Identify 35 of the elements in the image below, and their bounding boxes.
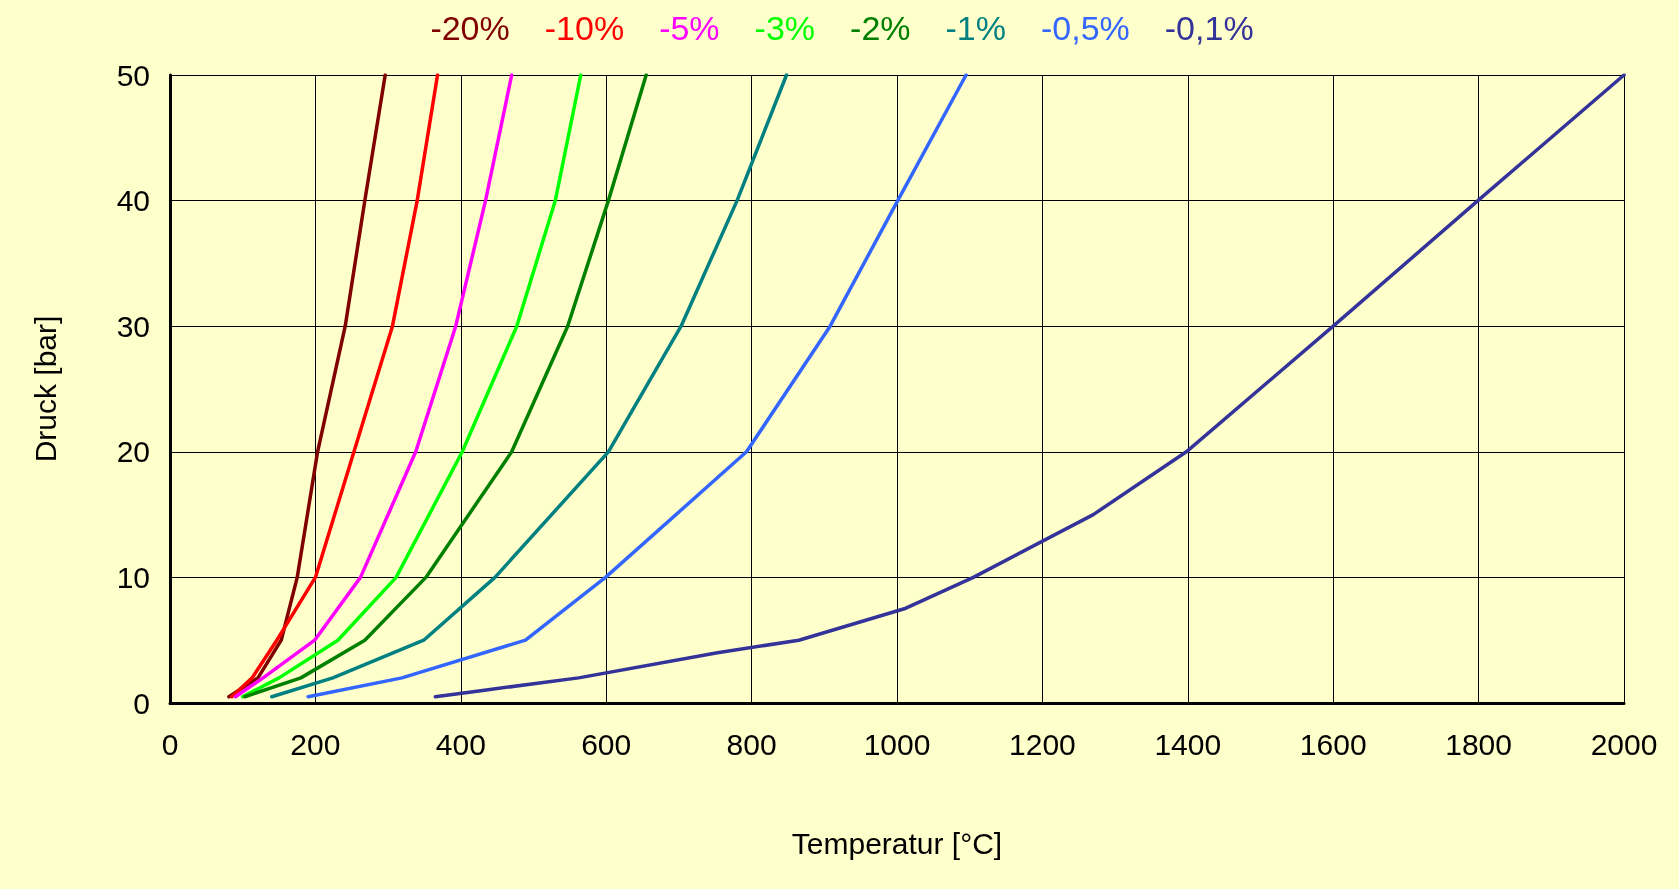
line-series [233,73,514,699]
line-series [306,73,968,699]
y-tick-label: 50 [116,58,150,92]
line-series [433,73,1626,699]
x-tick-label: 600 [581,727,632,761]
x-tick-label: 400 [435,727,486,761]
line-series [227,73,387,699]
x-tick-label: 1000 [863,727,931,761]
x-tick-label: 2000 [1590,727,1658,761]
y-tick-label: 40 [116,184,150,218]
series-label: -20% [430,9,510,47]
text: -3% [754,9,816,47]
y-tick-label: 30 [116,309,150,343]
text: -10% [544,9,625,47]
y-tick-label: 10 [116,560,150,594]
x-tick-label: 1800 [1445,727,1512,761]
y-axis-title: Druck [bar] [28,315,62,463]
y-tick-label: 0 [133,686,150,720]
line-series [240,73,583,699]
line-series [243,73,648,699]
x-tick-label: 200 [290,727,341,761]
text: -0,5% [1040,9,1130,47]
x-tick-label: 1400 [1154,727,1222,761]
x-axis-title: Temperatur [°C] [791,826,1003,860]
text: -5% [659,9,720,47]
x-tick-label: 0 [161,727,179,761]
x-tick-label: 1200 [1009,727,1076,761]
x-tick-label: 800 [726,727,777,761]
line-series [270,73,789,699]
y-tick-label: 20 [116,435,150,469]
text: -2% [850,9,911,47]
text: -1% [945,9,1006,47]
text: -0,1% [1164,9,1254,47]
line-series [230,73,440,699]
x-tick-label: 1600 [1299,727,1367,761]
